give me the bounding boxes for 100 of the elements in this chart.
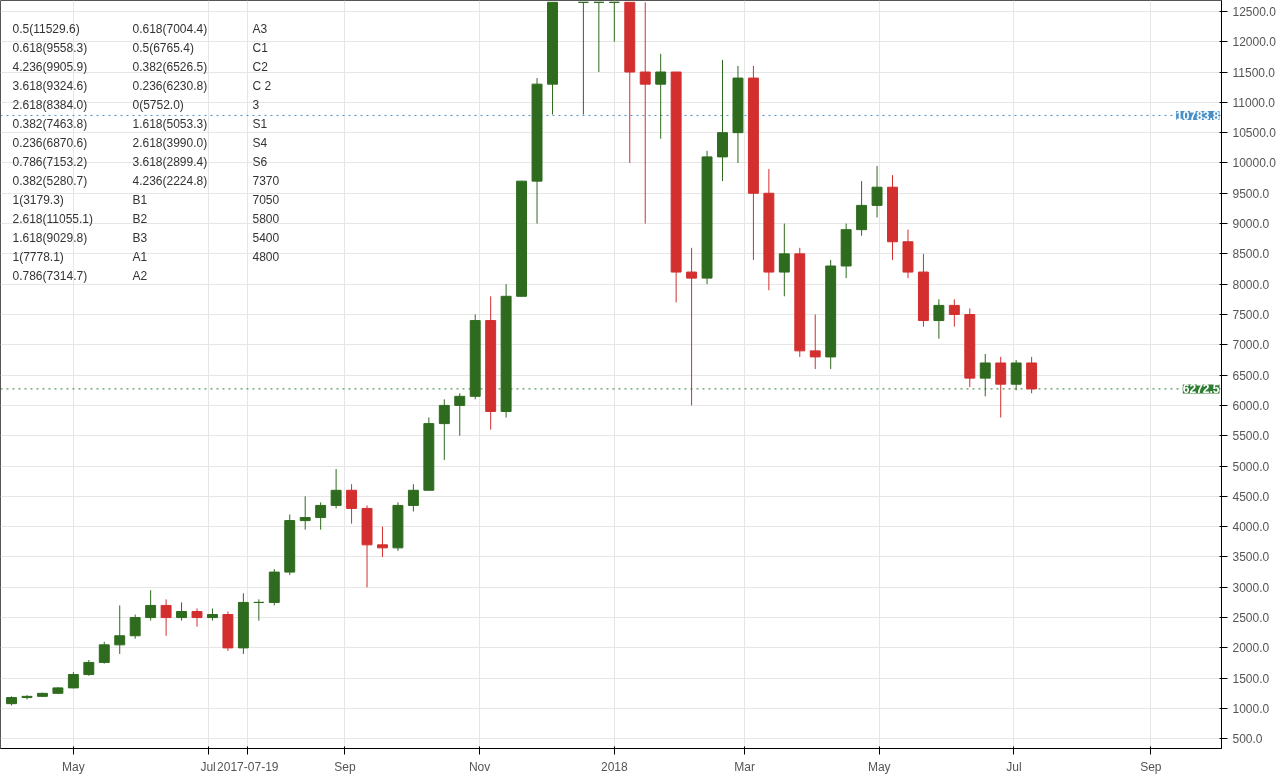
y-tick-label: 11000.0	[1232, 95, 1276, 110]
y-tick-label: 11500.0	[1232, 65, 1276, 80]
ref-line-label: 6272.5	[1182, 382, 1220, 397]
annotation: 7370	[252, 174, 280, 188]
candlestick	[129, 614, 141, 640]
annotation: B2	[132, 211, 148, 226]
y-tick-label: 6500.0	[1232, 368, 1270, 383]
y-tick-label: 2500.0	[1232, 611, 1270, 626]
candlestick	[639, 1, 651, 225]
candlestick	[299, 495, 311, 531]
candlestick	[593, 1, 605, 73]
annotation: B1	[132, 192, 148, 207]
annotation: 1(7778.1)	[12, 249, 64, 264]
y-tick-label: 8000.0	[1232, 277, 1270, 292]
annotation: 0.786(7153.2)	[12, 154, 88, 169]
x-tick-label: Jul	[200, 759, 216, 774]
y-tick-label: 2000.0	[1232, 641, 1270, 656]
annotation: 2.618(11055.1)	[12, 211, 94, 226]
candlestick	[191, 607, 203, 628]
annotation: B3	[132, 230, 148, 245]
candlestick	[871, 165, 883, 218]
x-tick-label: May	[867, 759, 891, 774]
annotation: S6	[252, 154, 268, 169]
candlestick	[577, 1, 589, 115]
candlestick	[608, 1, 620, 43]
annotation: 1.618(5053.3)	[132, 116, 208, 131]
annotation: A2	[132, 268, 148, 283]
candlestick	[995, 356, 1007, 419]
y-tick-label: 12000.0	[1232, 35, 1277, 50]
y-tick-label: 500.0	[1232, 732, 1263, 747]
annotation: 4.236(2224.8)	[132, 173, 208, 188]
annotation: 0.618(9558.3)	[12, 40, 88, 55]
annotation: 0.786(7314.7)	[12, 268, 88, 283]
candlestick	[979, 353, 991, 397]
x-tick-label: 2017-07-19	[217, 759, 279, 774]
y-tick-label: 8500.0	[1232, 247, 1270, 262]
annotation: 2.618(3990.0)	[132, 135, 208, 150]
x-tick-label: May	[62, 759, 85, 774]
x-tick-label: Mar	[734, 759, 755, 774]
annotation: A3	[252, 21, 268, 36]
candlestick	[114, 604, 126, 655]
candlestick	[948, 298, 960, 328]
x-tick-label: Nov	[468, 759, 491, 774]
candlestick	[160, 598, 172, 637]
candlestick	[778, 223, 790, 297]
x-tick-label: Jul	[1006, 759, 1022, 774]
annotation: 0.236(6230.8)	[132, 78, 208, 93]
annotation: 5800	[252, 212, 280, 226]
y-tick-label: 9500.0	[1232, 186, 1270, 201]
annotation: C 2	[252, 78, 272, 93]
annotation: 0.618(7004.4)	[132, 21, 208, 36]
y-tick-label: 1500.0	[1232, 671, 1270, 686]
y-tick-label: 5500.0	[1232, 429, 1270, 444]
candlestick	[98, 641, 110, 665]
annotation: 7050	[252, 193, 280, 207]
annotation: 0.236(6870.6)	[12, 135, 88, 150]
annotation: 0.5(11529.6)	[12, 21, 80, 36]
candlestick	[686, 247, 698, 406]
candlestick	[655, 53, 667, 140]
candlestick	[438, 398, 450, 461]
y-tick-label: 5000.0	[1232, 459, 1270, 474]
y-tick-label: 1000.0	[1232, 701, 1270, 716]
annotation: S1	[252, 116, 268, 131]
candlestick	[176, 601, 188, 622]
x-tick-label: Sep	[334, 759, 356, 774]
y-tick-label: 10000.0	[1232, 156, 1277, 171]
candlestick	[253, 598, 265, 622]
annotation: 0.5(6765.4)	[132, 40, 194, 55]
candlestick	[809, 313, 821, 370]
annotation: C2	[252, 59, 269, 74]
y-tick-label: 3500.0	[1232, 550, 1270, 565]
annotation: A1	[132, 249, 148, 264]
y-tick-label: 3000.0	[1232, 580, 1270, 595]
candlestick	[1010, 359, 1022, 391]
annotation: 4.236(9905.9)	[12, 59, 88, 74]
y-tick-label: 7000.0	[1232, 338, 1270, 353]
annotation: 0.382(5280.7)	[12, 173, 88, 188]
annotation: 1(3179.3)	[12, 192, 64, 207]
y-tick-label: 6000.0	[1232, 398, 1270, 413]
candlestick	[933, 298, 945, 340]
candlestick	[377, 526, 388, 558]
annotation: 1.618(9029.8)	[12, 230, 88, 245]
annotation: C1	[252, 40, 269, 55]
y-tick-label: 4500.0	[1232, 489, 1270, 504]
annotation: 0.382(7463.8)	[12, 116, 88, 131]
y-tick-label: 12500.0	[1232, 4, 1277, 19]
ref-line-label: 10783.8	[1176, 108, 1220, 123]
annotation: 5400	[252, 231, 280, 245]
candlestick	[315, 501, 327, 531]
candlestick	[21, 694, 33, 700]
candlestick	[145, 589, 157, 622]
candlestick	[330, 468, 342, 509]
annotation: 0(5752.0)	[132, 97, 184, 112]
candlestick	[346, 483, 358, 525]
annotation: 3.618(2899.4)	[132, 154, 208, 169]
y-tick-label: 7500.0	[1232, 307, 1270, 322]
annotation: 2.618(8384.0)	[12, 97, 88, 112]
y-tick-label: 10500.0	[1232, 126, 1277, 141]
x-tick-label: Sep	[1140, 759, 1162, 774]
annotation: 0.382(6526.5)	[132, 59, 208, 74]
